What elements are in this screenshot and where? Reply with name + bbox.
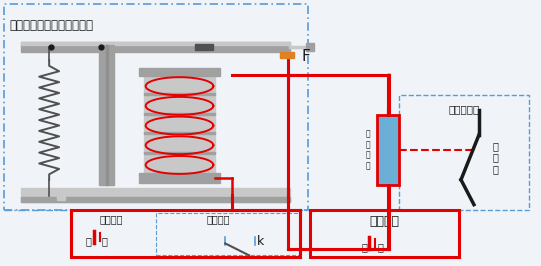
Bar (138, 68, 220, 76)
Bar (21, 43, 290, 52)
Bar (4, 4, 308, 210)
Text: 断路器机构: 断路器机构 (448, 104, 480, 114)
Bar (310, 210, 459, 257)
Bar (144, 152, 215, 154)
Bar (106, 45, 108, 185)
Bar (306, 43, 314, 51)
Text: ＋: ＋ (361, 242, 367, 252)
Bar (144, 136, 215, 155)
Bar (100, 45, 113, 185)
Text: F: F (302, 49, 311, 64)
Bar (144, 77, 215, 96)
Text: 保护装置: 保护装置 (207, 215, 230, 225)
Text: 中间继电器（出口继电器）: 中间继电器（出口继电器） (9, 19, 94, 32)
Bar (195, 44, 213, 51)
Bar (378, 115, 399, 185)
Bar (21, 188, 290, 202)
Bar (144, 156, 215, 175)
Bar (57, 192, 65, 200)
Bar (138, 173, 220, 183)
Bar (399, 95, 529, 210)
Text: －: － (378, 242, 384, 252)
Bar (144, 113, 215, 115)
Bar (99, 45, 114, 185)
Bar (156, 213, 300, 255)
Text: k: k (257, 235, 265, 248)
Bar (71, 210, 300, 257)
Text: ＋: ＋ (102, 236, 108, 246)
Text: 保护回路: 保护回路 (99, 215, 123, 225)
Text: 分
闸
线
圈: 分 闸 线 圈 (365, 130, 370, 170)
Text: 断
路
器: 断 路 器 (493, 141, 499, 174)
Bar (21, 43, 290, 45)
Text: 控制回路: 控制回路 (370, 215, 399, 228)
Bar (280, 52, 294, 59)
Bar (144, 93, 215, 95)
Bar (21, 197, 290, 202)
Bar (144, 132, 215, 134)
Text: －: － (86, 236, 92, 246)
Bar (144, 97, 215, 116)
Bar (144, 116, 215, 135)
